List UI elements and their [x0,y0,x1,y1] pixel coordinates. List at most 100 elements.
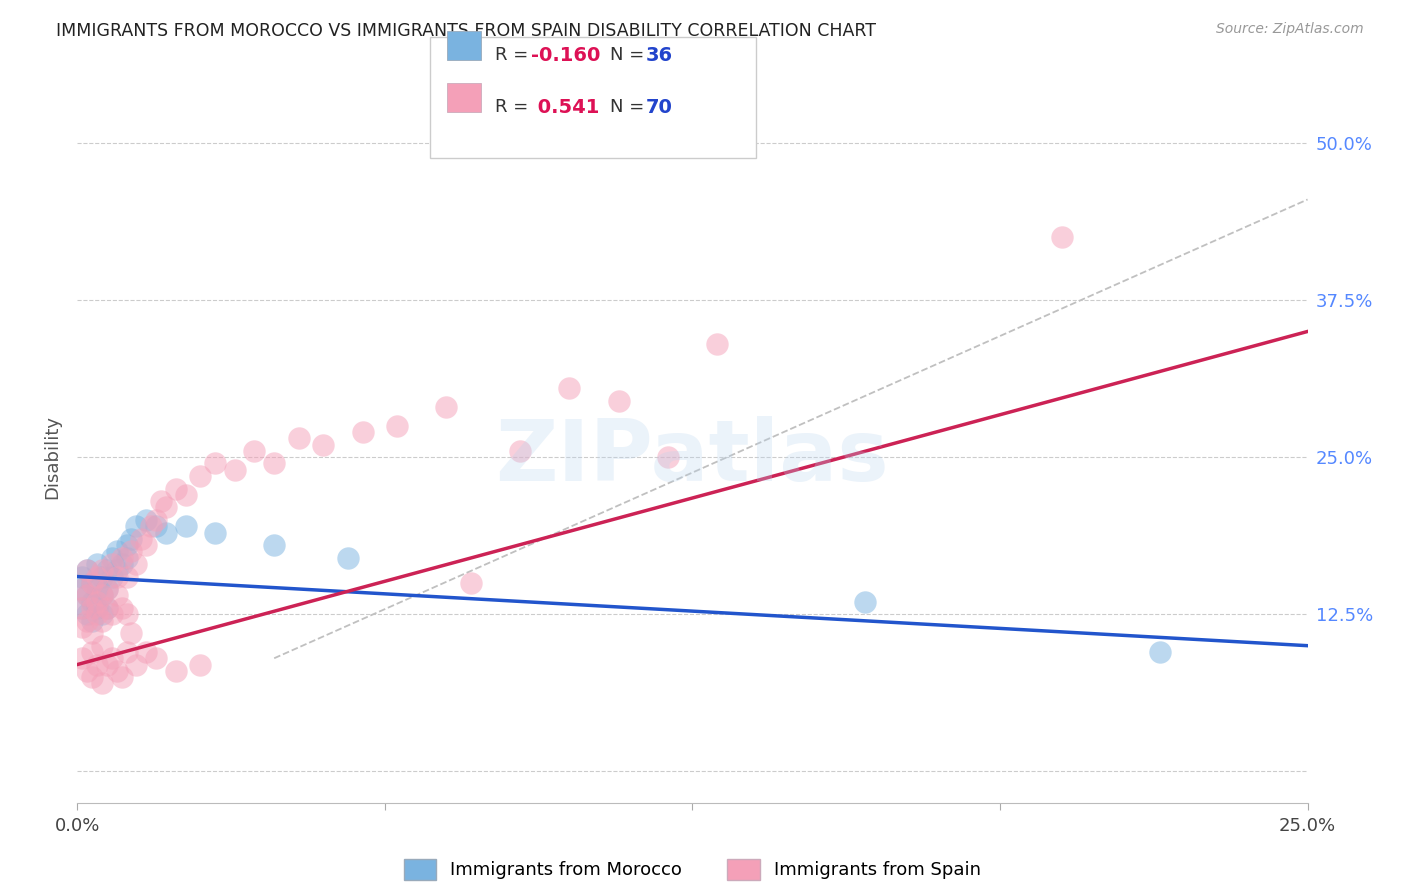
Point [165,664,187,678]
Point [76,614,98,628]
Text: 70: 70 [645,98,672,117]
Point [190,469,212,483]
Point [243,443,266,458]
Point [96,563,118,577]
Text: 0.541: 0.541 [531,98,600,117]
Point [90,614,114,628]
Point [135,513,157,527]
Point [70,620,93,634]
Text: IMMIGRANTS FROM MOROCCO VS IMMIGRANTS FROM SPAIN DISABILITY CORRELATION CHART: IMMIGRANTS FROM MOROCCO VS IMMIGRANTS FR… [56,22,876,40]
Point [111,557,132,571]
Point [706,337,728,351]
Point [90,569,114,583]
Point [105,664,128,678]
Text: R =: R = [495,98,534,116]
Point [509,443,531,458]
Point [86,601,108,615]
Point [115,607,138,622]
Point [141,519,163,533]
Point [90,676,114,690]
Legend: Immigrants from Morocco, Immigrants from Spain: Immigrants from Morocco, Immigrants from… [396,852,988,888]
Point [101,569,124,583]
Point [70,651,93,665]
Point [105,563,128,577]
Point [76,664,98,678]
Point [90,589,114,603]
Point [312,437,335,451]
Point [263,538,285,552]
Text: -0.160: -0.160 [531,46,600,65]
Text: 36: 36 [645,46,672,65]
Point [96,601,118,615]
Point [82,575,104,590]
Point [82,575,104,590]
Point [86,557,108,571]
Point [115,550,138,565]
Point [155,500,177,515]
Point [86,657,108,672]
Text: R =: R = [495,46,534,64]
Point [115,569,138,583]
Point [657,450,679,465]
Point [96,582,118,596]
Point [125,557,148,571]
Point [436,400,458,414]
Point [96,582,118,596]
Point [82,595,104,609]
Point [460,575,482,590]
Point [337,550,360,565]
Text: ZIPatlas: ZIPatlas [495,416,890,499]
Point [105,589,128,603]
Point [131,532,153,546]
Point [111,550,132,565]
Y-axis label: Disability: Disability [44,415,62,500]
Point [96,657,118,672]
Point [263,457,285,471]
Point [111,601,132,615]
Point [853,595,876,609]
Point [145,513,167,527]
Point [70,569,93,583]
Point [96,601,118,615]
Point [155,525,177,540]
Text: Source: ZipAtlas.com: Source: ZipAtlas.com [1216,22,1364,37]
Point [101,557,124,571]
Point [145,651,167,665]
Point [135,645,157,659]
Point [86,569,108,583]
Point [125,657,148,672]
Point [90,607,114,622]
Point [86,607,108,622]
Point [76,589,98,603]
Text: N =: N = [610,98,650,116]
Point [1050,230,1073,244]
Point [387,418,409,433]
Point [190,657,212,672]
Point [82,670,104,684]
Point [121,544,143,558]
Text: N =: N = [610,46,650,64]
Point [86,582,108,596]
Point [70,601,93,615]
Point [82,626,104,640]
Point [165,482,187,496]
Point [90,639,114,653]
Point [288,431,311,445]
Point [70,582,93,596]
Point [76,607,98,622]
Point [204,457,226,471]
Point [101,607,124,622]
Point [145,519,167,533]
Point [82,645,104,659]
Point [105,569,128,583]
Point [121,532,143,546]
Point [115,538,138,552]
Point [115,645,138,659]
Point [82,601,104,615]
Point [125,519,148,533]
Point [174,519,197,533]
Point [101,550,124,565]
Point [352,425,374,439]
Point [111,670,132,684]
Point [224,463,246,477]
